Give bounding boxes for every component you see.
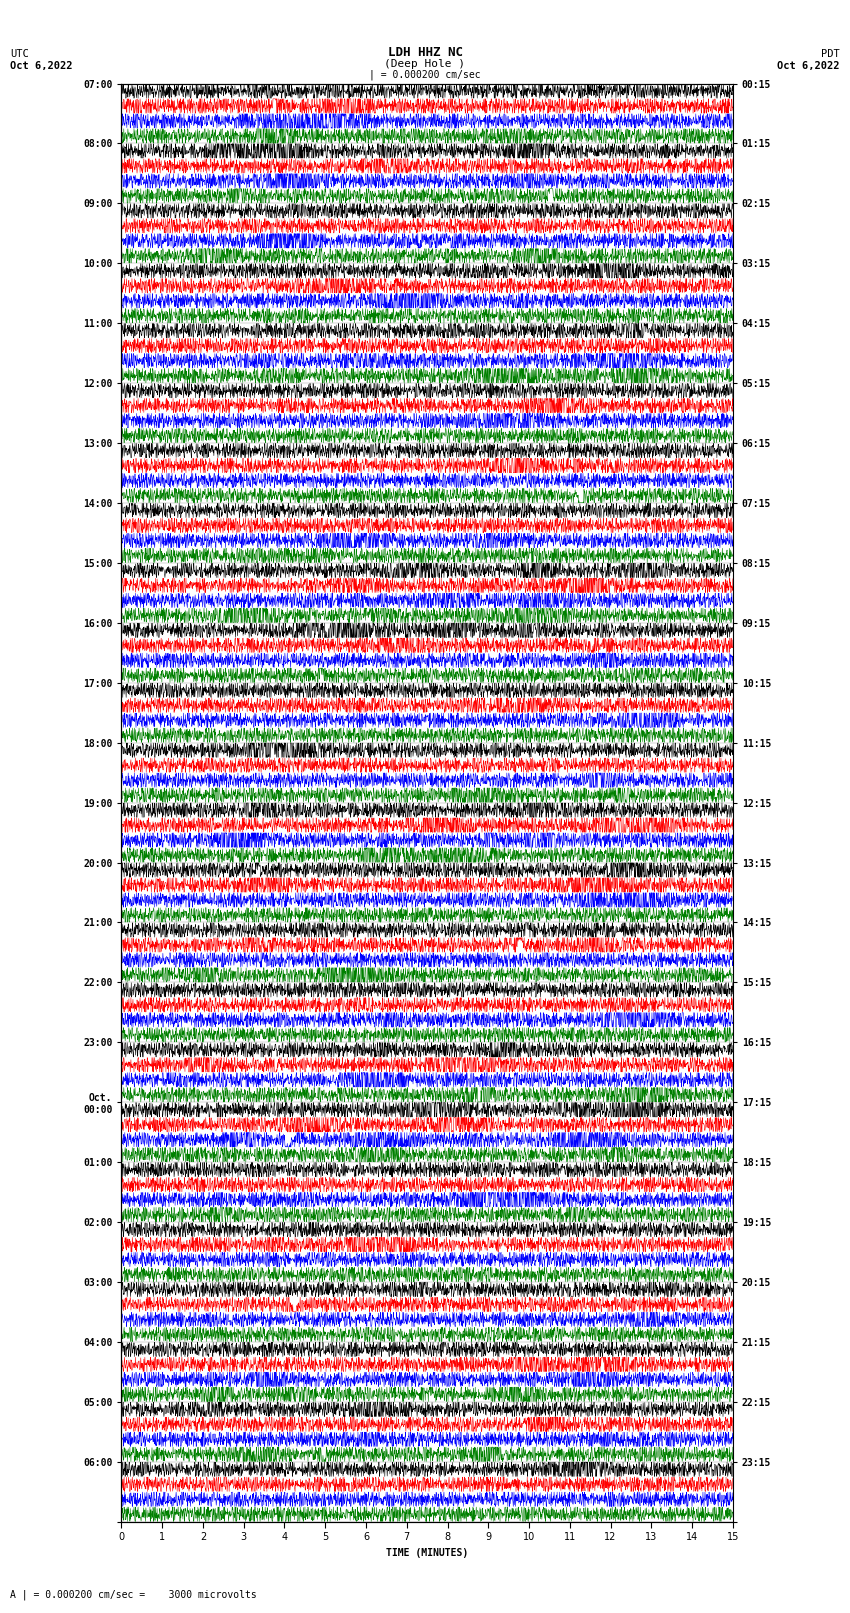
Text: PDT: PDT bbox=[821, 48, 840, 58]
Text: Oct 6,2022: Oct 6,2022 bbox=[777, 61, 840, 71]
X-axis label: TIME (MINUTES): TIME (MINUTES) bbox=[386, 1548, 468, 1558]
Text: A | = 0.000200 cm/sec =    3000 microvolts: A | = 0.000200 cm/sec = 3000 microvolts bbox=[10, 1589, 257, 1600]
Text: Oct 6,2022: Oct 6,2022 bbox=[10, 61, 73, 71]
Text: LDH HHZ NC: LDH HHZ NC bbox=[388, 45, 462, 58]
Text: (Deep Hole ): (Deep Hole ) bbox=[384, 60, 466, 69]
Text: UTC: UTC bbox=[10, 48, 29, 58]
Text: | = 0.000200 cm/sec: | = 0.000200 cm/sec bbox=[369, 69, 481, 79]
